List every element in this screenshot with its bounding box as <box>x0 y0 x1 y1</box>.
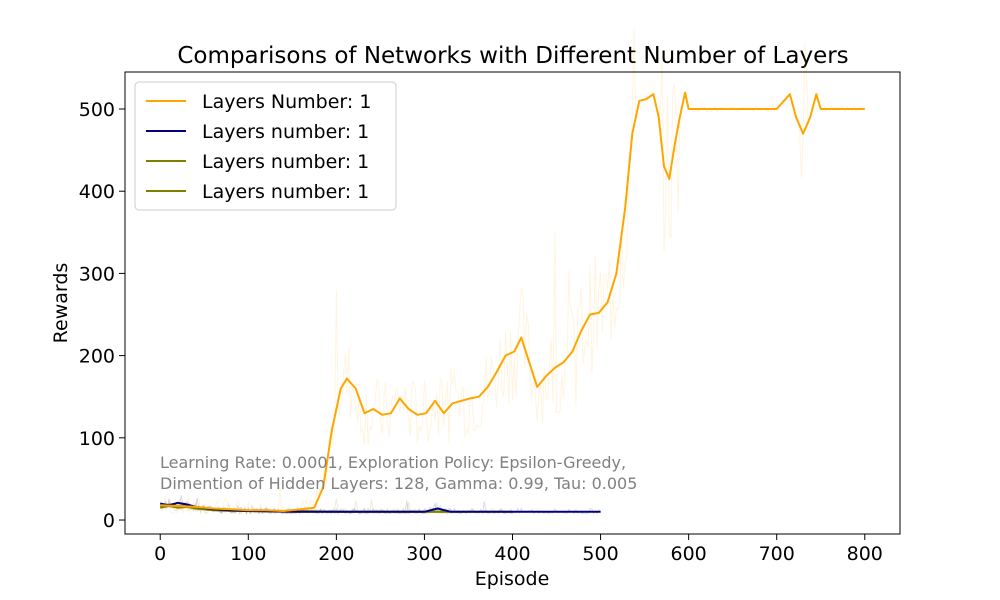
x-axis-label: Episode <box>475 568 550 590</box>
annotation: Learning Rate: 0.0001, Exploration Polic… <box>160 453 637 493</box>
series-line-0 <box>160 91 865 512</box>
y-tick-label: 300 <box>79 263 115 285</box>
legend-label-0: Layers Number: 1 <box>202 91 371 113</box>
y-axis-label: Rewards <box>50 263 72 344</box>
x-tick-label: 400 <box>494 543 530 565</box>
y-tick-label: 200 <box>79 346 115 368</box>
x-tick-label: 100 <box>230 543 266 565</box>
y-tick-label: 100 <box>79 428 115 450</box>
chart-title: Comparisons of Networks with Different N… <box>177 43 848 69</box>
y-tick-label: 0 <box>103 510 115 532</box>
x-tick-label: 200 <box>318 543 354 565</box>
x-tick-label: 0 <box>154 543 166 565</box>
legend: Layers Number: 1 Layers number: 1 Layers… <box>134 81 397 211</box>
y-tick-label: 400 <box>79 181 115 203</box>
legend-label-3: Layers number: 1 <box>202 181 369 203</box>
x-axis: 0 100 200 300 400 500 600 700 800 <box>154 534 883 565</box>
annotation-line-1: Learning Rate: 0.0001, Exploration Polic… <box>160 453 626 472</box>
x-tick-label: 600 <box>671 543 707 565</box>
series-layer <box>159 91 865 513</box>
legend-label-2: Layers number: 1 <box>202 151 369 173</box>
raw-series-0 <box>159 28 865 516</box>
x-tick-label: 500 <box>582 543 618 565</box>
legend-box <box>134 81 397 211</box>
legend-label-1: Layers number: 1 <box>202 121 369 143</box>
x-tick-label: 700 <box>759 543 795 565</box>
annotation-line-2: Dimention of Hidden Layers: 128, Gamma: … <box>160 474 637 493</box>
x-tick-label: 300 <box>406 543 442 565</box>
x-tick-label: 800 <box>847 543 883 565</box>
y-axis: 0 100 200 300 400 500 <box>79 99 125 532</box>
series-line-1 <box>160 501 601 513</box>
y-tick-label: 500 <box>79 99 115 121</box>
